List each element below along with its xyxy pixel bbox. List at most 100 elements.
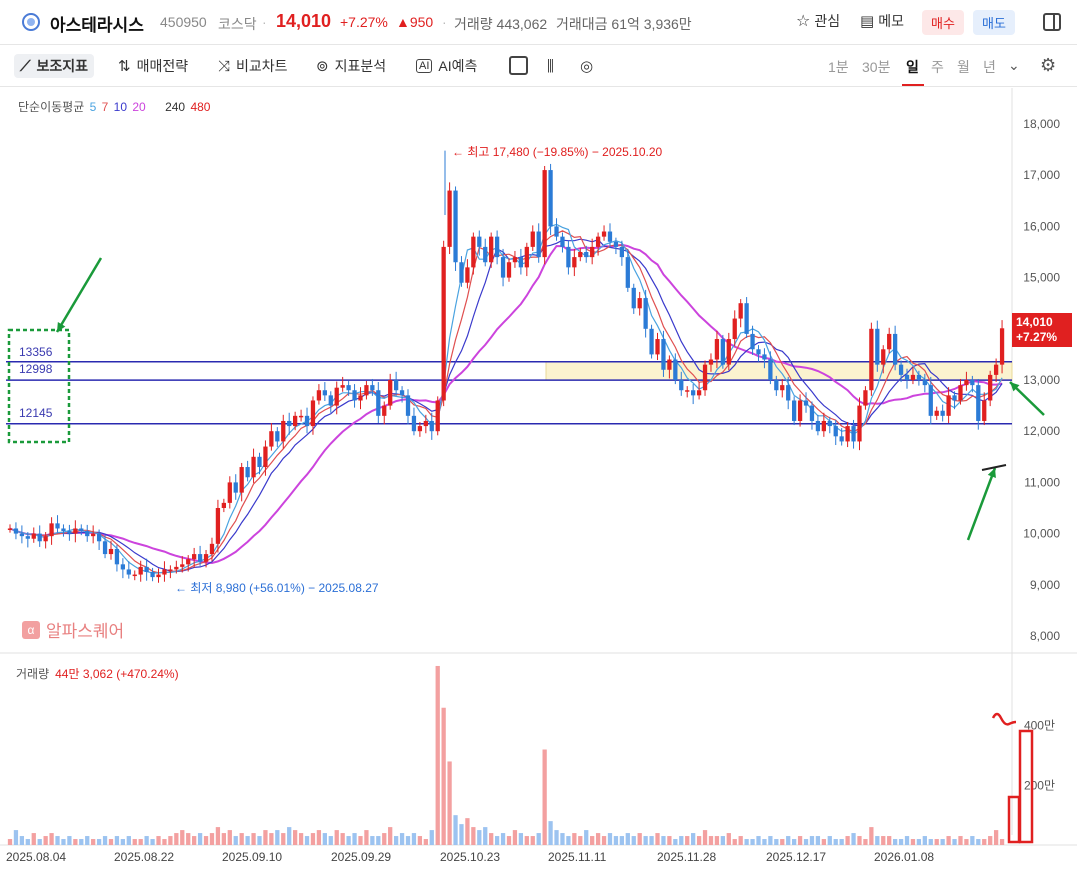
ma10-line: [9, 238, 1003, 573]
volume-bar: [310, 833, 316, 845]
volume-bar: [19, 836, 25, 845]
watermark: α 알파스퀘어: [22, 617, 124, 642]
gear-icon[interactable]: ⚙: [1040, 55, 1057, 75]
candle-body: [500, 257, 506, 278]
candle-body: [162, 569, 167, 575]
volume-bar: [667, 836, 672, 845]
analysis-button[interactable]: ⊚ 지표분석: [316, 58, 387, 75]
volume-bar: [144, 836, 149, 845]
candle-body: [108, 548, 114, 555]
volume-bar: [203, 836, 209, 845]
candle-body: [815, 420, 821, 432]
volume-bar: [477, 830, 482, 845]
volume-bar: [293, 830, 298, 845]
screenshot-button[interactable]: ◎: [580, 54, 593, 78]
volume-bar: [399, 833, 405, 845]
candle-body: [411, 415, 417, 432]
volume-bar: [625, 833, 630, 845]
candle-body: [453, 190, 458, 263]
volume-tick-label: 400만: [1024, 719, 1055, 733]
volume-bar: [114, 836, 120, 845]
chevron-down-icon[interactable]: ⌄: [1008, 57, 1020, 73]
period-week[interactable]: 주: [931, 59, 944, 75]
candle-body: [762, 354, 767, 360]
price-chart[interactable]: 18,00017,00016,00015,00014,00013,00012,0…: [0, 88, 1077, 877]
volume-bar: [851, 833, 856, 845]
candle-body: [566, 246, 571, 268]
sell-button[interactable]: 매도: [973, 10, 1015, 35]
volume-bar: [607, 833, 613, 845]
volume-bar: [898, 839, 904, 845]
memo-button[interactable]: ▤ 메모: [860, 13, 904, 30]
period-day[interactable]: 일: [906, 59, 919, 75]
candle-body: [631, 287, 636, 309]
volume-bar: [364, 830, 369, 845]
candle-body: [393, 380, 399, 391]
period-month[interactable]: 월: [957, 59, 970, 75]
y-tick-label: 18,000: [1023, 117, 1060, 131]
volume-bar: [892, 839, 898, 845]
volume-bar: [738, 836, 743, 845]
volume-bar: [566, 836, 571, 845]
volume-bar: [750, 839, 755, 845]
candle-body: [102, 541, 108, 555]
candle-body: [257, 456, 262, 468]
candle-body: [506, 262, 512, 278]
candle-body: [358, 395, 363, 401]
candle-body: [352, 390, 357, 401]
strategy-button[interactable]: ⇅ 매매전략: [118, 58, 189, 75]
volume-bar: [138, 839, 143, 845]
candle-body: [429, 420, 434, 432]
side-panel-icon[interactable]: [1043, 13, 1061, 31]
candle-body: [221, 502, 226, 508]
volume-bar: [922, 836, 927, 845]
candle-body: [887, 333, 892, 350]
volume-bar: [388, 827, 393, 845]
candle-body: [780, 385, 785, 391]
candle-body: [708, 359, 714, 365]
watch-button[interactable]: ☆ 관심: [796, 13, 841, 30]
volume-bar: [411, 833, 417, 845]
volume-bar: [269, 833, 274, 845]
indicator-button[interactable]: ⟋ 보조지표: [14, 54, 95, 78]
volume-bar: [494, 836, 500, 845]
candle-body: [595, 236, 601, 247]
volume-bar: [792, 839, 797, 845]
candle-body: [263, 446, 268, 468]
volume-bar: [993, 830, 999, 845]
candle-body: [928, 385, 933, 416]
compare-button[interactable]: ⤨ 비교차트: [218, 57, 288, 75]
volume-bar: [275, 830, 280, 845]
volume-bar: [685, 836, 690, 845]
candle-type-button[interactable]: ⫼: [547, 54, 554, 78]
top-bar: 아스테라시스 450950 코스닥 · 14,010 +7.27% ▲950 ·…: [0, 0, 1077, 45]
drawing-box-icon[interactable]: [509, 56, 528, 75]
active-period-underline: [902, 84, 924, 86]
volume-bar: [797, 836, 803, 845]
candle-body: [281, 420, 286, 442]
volume-bar: [197, 833, 203, 845]
volume-bar: [869, 827, 874, 845]
volume-bar: [821, 839, 826, 845]
candle-body: [732, 318, 737, 340]
candle-body: [655, 339, 660, 355]
period-year[interactable]: 년: [983, 59, 996, 75]
candle-body: [827, 420, 832, 427]
volume-bar: [536, 833, 541, 845]
ai-predict-button[interactable]: AI AI예측: [416, 54, 477, 78]
volume-bar: [192, 836, 197, 845]
period-30min[interactable]: 30분: [862, 59, 891, 75]
candle-body: [61, 528, 66, 532]
candle-body: [584, 252, 589, 258]
volume-bar: [186, 833, 191, 845]
candle-body: [298, 415, 304, 418]
candle-body: [803, 400, 809, 406]
volume-bar: [976, 839, 981, 845]
candle-body: [186, 559, 191, 565]
buy-button[interactable]: 매수: [922, 10, 964, 35]
high-annotation: ← 최고 17,480 (−19.85%) − 2025.10.20: [452, 145, 663, 159]
period-1min[interactable]: 1분: [828, 59, 849, 75]
candle-body: [851, 426, 856, 442]
candle-body: [19, 533, 25, 537]
candle-body: [875, 328, 880, 365]
